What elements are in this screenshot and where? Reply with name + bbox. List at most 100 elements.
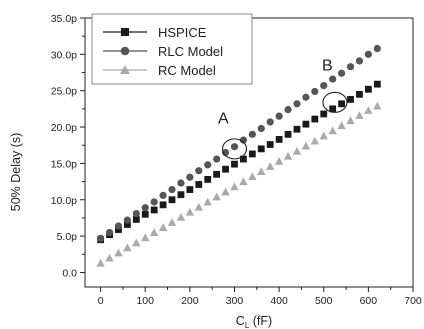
data-point-circle — [141, 204, 149, 212]
data-point-triangle — [328, 126, 337, 135]
series-rlc-model — [97, 44, 381, 242]
data-point-triangle — [346, 116, 355, 125]
data-point-circle — [159, 191, 167, 199]
data-point-square — [231, 160, 238, 168]
legend-box — [91, 13, 253, 85]
data-point-triangle — [292, 146, 302, 155]
data-point-square — [320, 110, 328, 118]
data-point-square — [356, 90, 363, 98]
data-point-triangle — [185, 207, 195, 216]
data-point-square — [302, 120, 310, 128]
data-point-square — [364, 85, 372, 93]
data-point-circle — [373, 44, 381, 53]
x-tick-label: 600 — [360, 295, 378, 307]
data-point-circle — [213, 155, 221, 163]
data-point-triangle — [158, 223, 168, 231]
data-point-square — [123, 221, 131, 228]
legend-label-rc: RC Model — [158, 63, 216, 78]
y-tick-label: 20.0p — [51, 122, 77, 134]
legend-item-rc: RC Model — [103, 63, 216, 78]
data-point-circle — [364, 50, 372, 58]
annotation-a: A — [218, 110, 248, 160]
data-point-circle — [186, 173, 194, 181]
x-tick-label: 500 — [315, 295, 333, 307]
data-point-circle — [239, 136, 248, 144]
data-point-circle — [195, 167, 203, 175]
data-point-square — [347, 96, 354, 103]
data-point-circle — [168, 185, 176, 194]
legend-marker-rlc — [120, 46, 130, 56]
annotation-layer: AB — [218, 57, 348, 160]
y-tick-label: 35.0p — [51, 13, 77, 25]
data-point-triangle — [203, 197, 212, 206]
data-point-circle — [302, 93, 310, 101]
data-point-square — [168, 196, 176, 204]
x-tick-label: 400 — [270, 295, 288, 307]
data-point-triangle — [319, 131, 328, 140]
data-point-triangle — [301, 141, 311, 150]
data-point-circle — [355, 57, 364, 65]
data-point-triangle — [96, 258, 105, 267]
data-point-circle — [114, 222, 123, 230]
x-tick-label: 200 — [181, 295, 199, 307]
x-tick-label: 0 — [98, 295, 104, 307]
data-point-square — [186, 186, 194, 193]
data-point-circle — [329, 75, 337, 83]
legend: HSPICE RLC Model RC Model — [91, 13, 253, 85]
series-hspice — [97, 80, 381, 244]
data-point-circle — [150, 198, 158, 206]
x-axis-title-main: C — [236, 314, 245, 328]
series-rc-model — [96, 101, 382, 267]
axes-layer: 0 100 200 300 400 500 600 700 0.0 5.0p 10.0p 15.0p 2… — [51, 13, 422, 307]
data-point-triangle — [355, 111, 364, 119]
data-point-triangle — [373, 101, 382, 110]
data-point-triangle — [239, 177, 248, 186]
data-point-triangle — [248, 172, 257, 181]
data-point-square — [293, 125, 301, 133]
annotation-circle — [322, 91, 348, 113]
data-point-circle — [266, 118, 274, 126]
data-point-triangle — [176, 213, 186, 221]
data-point-triangle — [132, 238, 141, 247]
data-point-square — [177, 191, 185, 199]
data-point-square — [240, 155, 247, 163]
x-axis-title: CL (fF) — [236, 314, 272, 329]
x-tick-label: 100 — [136, 295, 154, 307]
data-point-triangle — [274, 157, 284, 165]
y-tick-label: 5.0p — [57, 231, 78, 243]
data-point-circle — [204, 161, 212, 169]
legend-item-rlc: RLC Model — [103, 44, 223, 59]
y-axis-title: 50% Delay (s) — [9, 133, 23, 212]
data-point-triangle — [149, 228, 159, 237]
data-point-circle — [346, 63, 355, 71]
data-point-triangle — [364, 106, 373, 114]
data-point-square — [373, 80, 381, 88]
y-tick-label: 10.0p — [51, 195, 77, 207]
data-point-circle — [275, 112, 283, 120]
data-point-square — [248, 150, 256, 158]
data-point-circle — [230, 143, 239, 151]
data-point-triangle — [230, 182, 239, 191]
data-point-circle — [97, 234, 105, 242]
data-point-circle — [177, 179, 185, 187]
data-point-square — [311, 115, 319, 123]
data-point-circle — [105, 228, 114, 237]
data-point-circle — [293, 100, 301, 108]
data-point-circle — [320, 82, 328, 90]
data-point-square — [132, 215, 140, 223]
data-point-square — [222, 165, 229, 173]
legend-item-hspice: HSPICE — [103, 25, 207, 40]
data-point-square — [141, 210, 149, 218]
data-point-triangle — [283, 151, 293, 160]
data-point-square — [150, 206, 158, 214]
data-point-square — [329, 105, 337, 113]
legend-marker-rc — [120, 65, 130, 74]
annotation-label: B — [322, 57, 333, 74]
data-point-triangle — [265, 162, 275, 170]
data-point-triangle — [257, 167, 266, 175]
data-point-square — [204, 176, 212, 183]
data-point-circle — [123, 216, 131, 224]
legend-label-hspice: HSPICE — [158, 25, 207, 40]
data-point-square — [195, 181, 203, 188]
